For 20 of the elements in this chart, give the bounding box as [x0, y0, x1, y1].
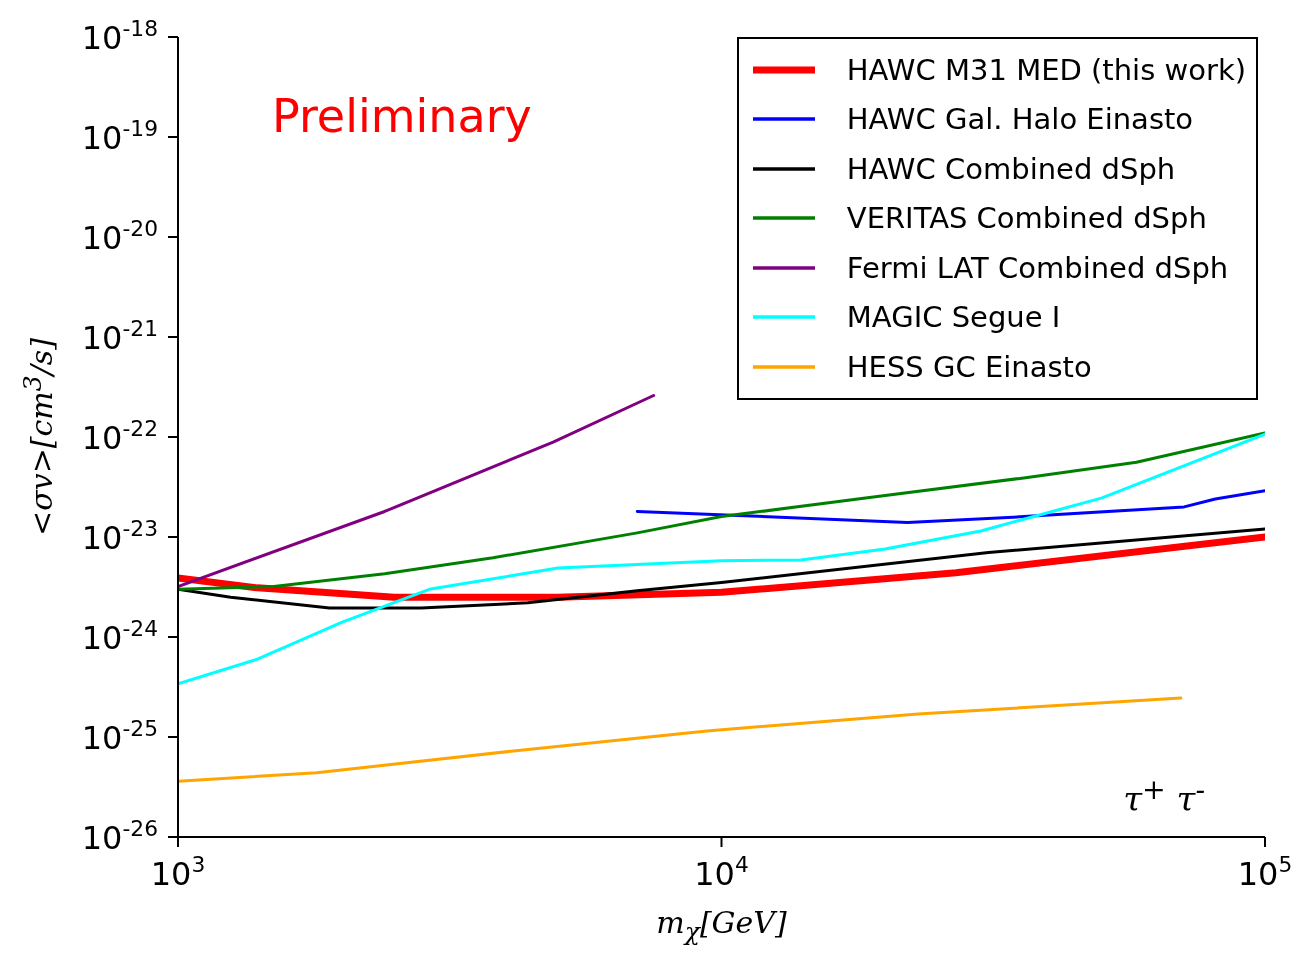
y-tick-label: 10$^{-21}$: [81, 315, 158, 357]
legend-label: VERITAS Combined dSph: [846, 201, 1207, 236]
x-axis-title: m$_{χ}$[GeV]: [655, 905, 788, 946]
x-tick-label: 10$^{4}$: [694, 851, 749, 893]
legend-label: HAWC M31 MED (this work): [846, 52, 1246, 87]
legend-label: HESS GC Einasto: [846, 349, 1092, 384]
y-tick-label: 10$^{-25}$: [81, 715, 158, 757]
y-tick-label: 10$^{-24}$: [81, 615, 158, 657]
y-tick-label: 10$^{-18}$: [81, 15, 158, 57]
annotation: Preliminary: [272, 89, 532, 143]
legend-label: HAWC Combined dSph: [846, 151, 1176, 186]
legend-label: HAWC Gal. Halo Einasto: [846, 102, 1194, 137]
y-tick-label: 10$^{-22}$: [81, 415, 158, 457]
y-tick-label: 10$^{-19}$: [81, 115, 158, 157]
legend-label: Fermi LAT Combined dSph: [846, 250, 1229, 285]
x-tick-label: 10$^{5}$: [1237, 851, 1293, 893]
y-tick-label: 10$^{-20}$: [81, 215, 158, 257]
legend-label: MAGIC Segue I: [846, 300, 1061, 335]
annotation: τ$^{+}$ τ$^{-}$: [1123, 772, 1205, 819]
y-tick-label: 10$^{-23}$: [81, 515, 158, 557]
